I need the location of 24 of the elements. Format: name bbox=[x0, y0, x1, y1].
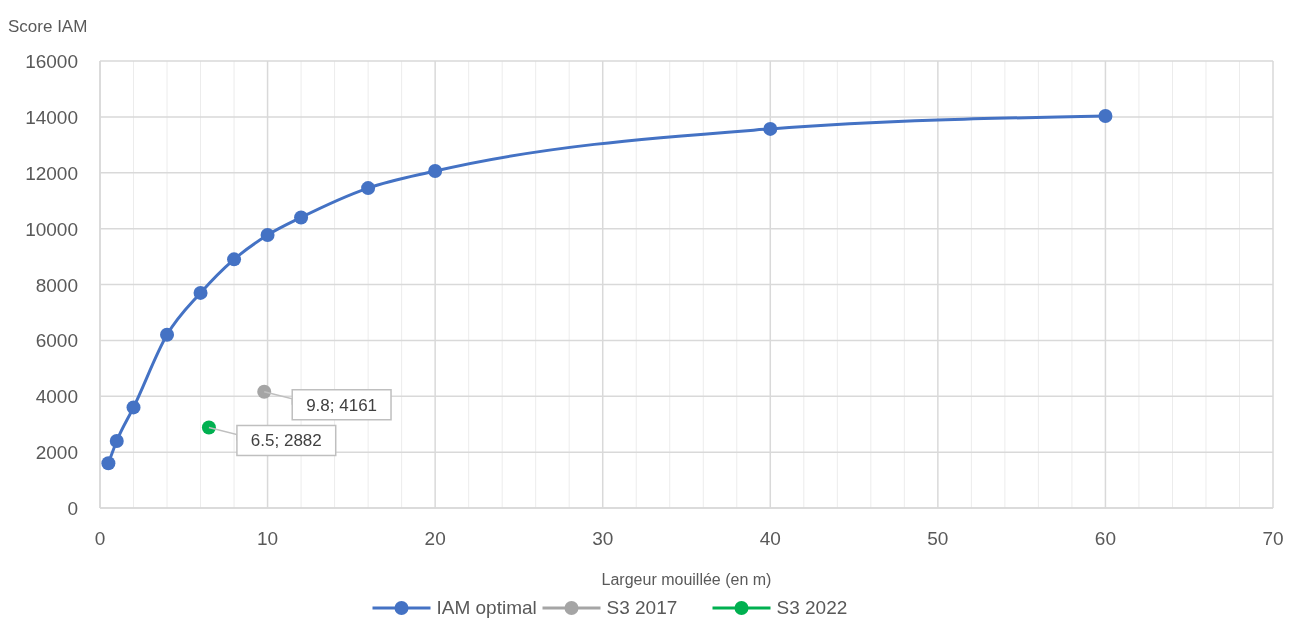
legend-label: IAM optimal bbox=[436, 597, 537, 618]
y-tick-label: 2000 bbox=[35, 442, 78, 464]
x-tick-label: 50 bbox=[927, 528, 949, 549]
y-tick-label: 4000 bbox=[35, 386, 78, 408]
data-label: 6.5; 2882 bbox=[250, 431, 322, 451]
y-axis-title: Score IAM bbox=[8, 17, 88, 36]
legend-label: S3 2017 bbox=[606, 597, 678, 618]
x-axis-title: Largeur mouillée (en m) bbox=[601, 571, 772, 588]
x-tick-label: 20 bbox=[424, 528, 446, 549]
y-tick-label: 16000 bbox=[25, 51, 78, 72]
y-tick-label: 0 bbox=[67, 498, 78, 519]
y-tick-label: 8000 bbox=[35, 274, 78, 296]
legend-label: S3 2022 bbox=[776, 597, 848, 618]
x-tick-label: 60 bbox=[1094, 528, 1116, 549]
x-tick-label: 70 bbox=[1262, 528, 1284, 549]
y-tick-label: 10000 bbox=[25, 218, 78, 240]
x-tick-label: 10 bbox=[257, 528, 279, 549]
x-tick-label: 30 bbox=[592, 528, 614, 549]
data-label: 9.8; 4161 bbox=[306, 395, 378, 415]
x-tick-label: 0 bbox=[94, 528, 106, 549]
y-tick-label: 12000 bbox=[25, 162, 78, 184]
y-tick-label: 14000 bbox=[25, 106, 78, 128]
x-tick-label: 40 bbox=[759, 528, 781, 549]
y-tick-label: 6000 bbox=[35, 330, 78, 352]
